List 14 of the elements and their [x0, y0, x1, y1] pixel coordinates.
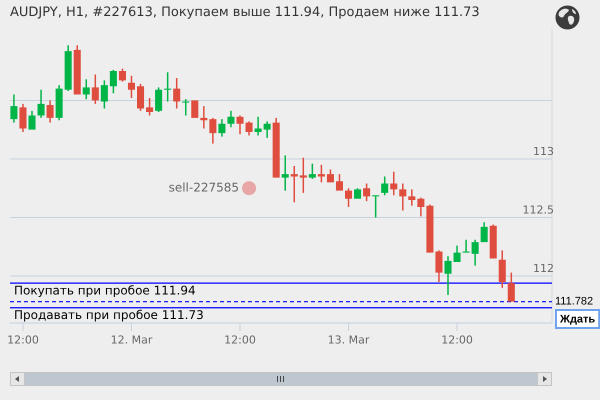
- text: Ждать: [559, 314, 596, 326]
- chart-title: AUDJPY, H1, #227613, Покупаем выше 111.94, Продаем ниже 111.73: [10, 5, 480, 21]
- y-tick-label: 113: [533, 144, 554, 158]
- y-tick-label: 112: [533, 262, 554, 275]
- ref-line-label: Продавать при пробое 111.73: [14, 308, 204, 322]
- x-tick-label: 12. Mar: [110, 333, 153, 346]
- x-tick-label: 12:00: [224, 333, 256, 346]
- ref-line-label: 111.782: [555, 296, 594, 308]
- x-tick-label: 12:00: [7, 333, 39, 346]
- x-tick-label: 13. Mar: [328, 333, 370, 346]
- ref-line-label: Покупать при пробое 111.94: [14, 283, 196, 298]
- y-tick-label: 112.5: [522, 203, 554, 216]
- x-tick-label: 12:00: [441, 333, 473, 346]
- annotation: sell-227585: [168, 180, 240, 194]
